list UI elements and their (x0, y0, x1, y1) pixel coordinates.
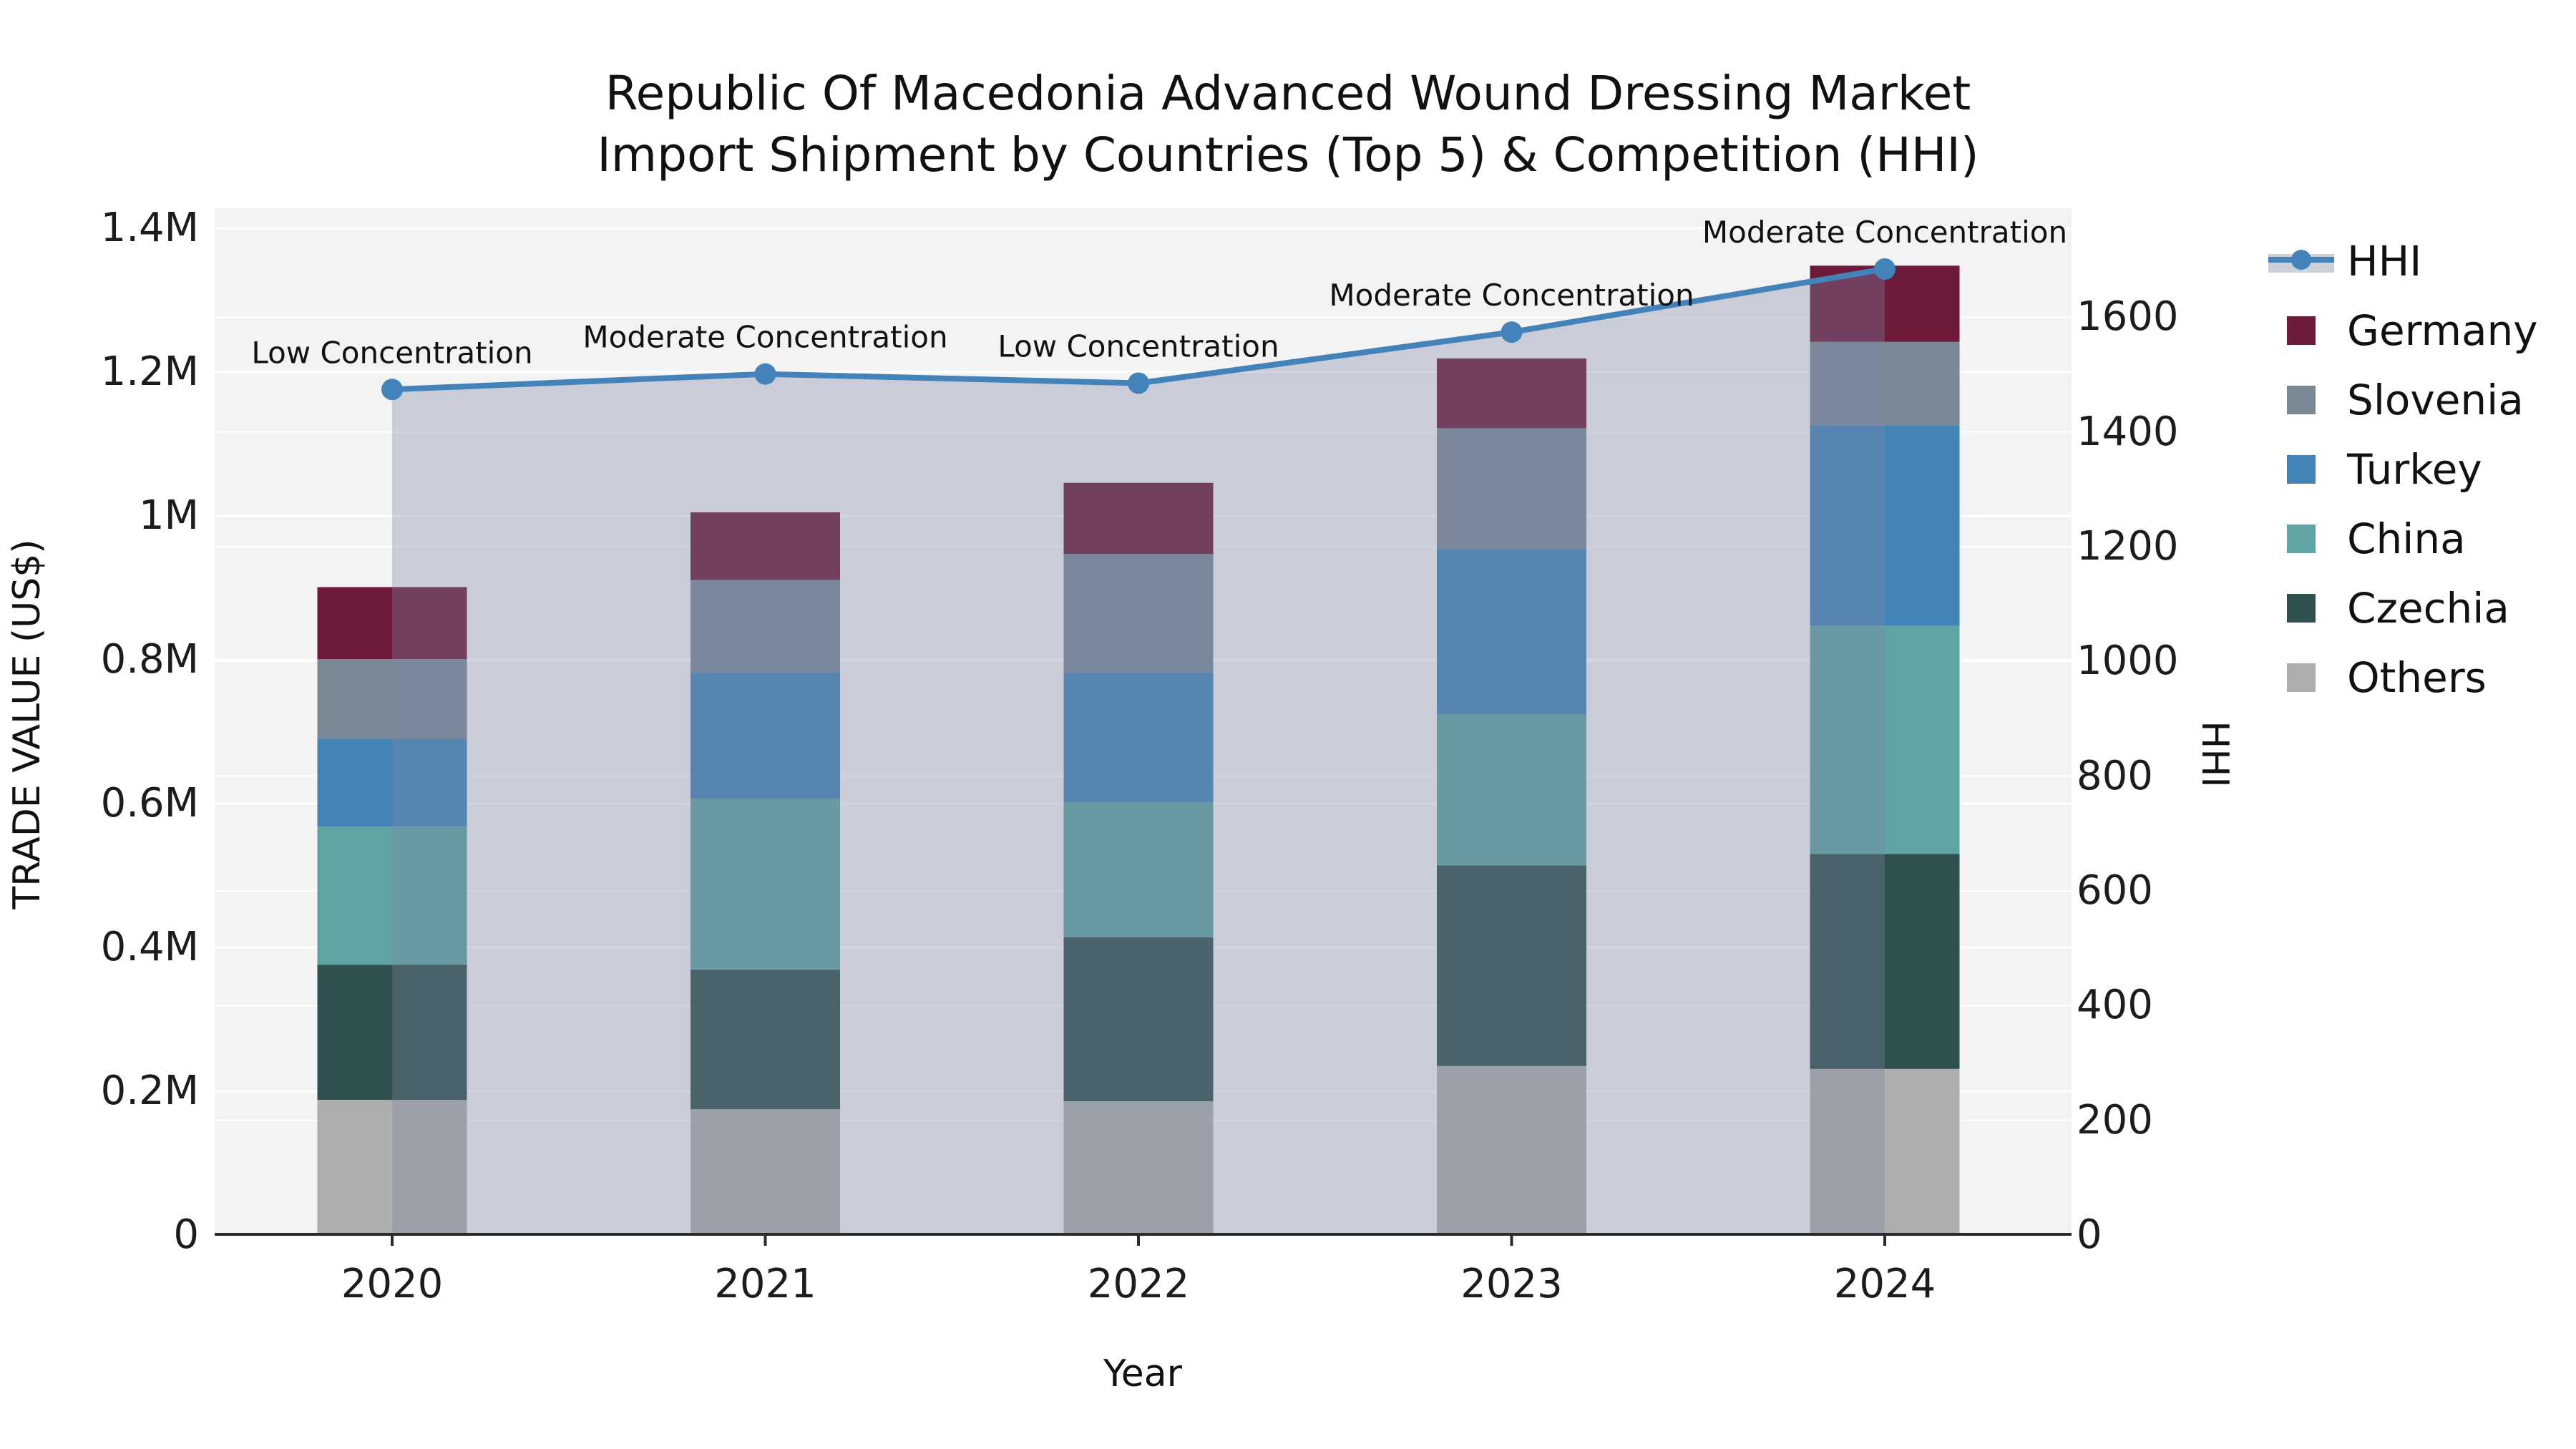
y-right-tick-600: 600 (2077, 867, 2153, 914)
y-left-tick-0: 0 (173, 1211, 199, 1258)
bar-segment-others-2024 (1810, 1068, 1960, 1235)
hhi-marker-legend-dot (2291, 250, 2311, 270)
x-axis-tick-2024 (1883, 1236, 1886, 1246)
legend-item-germany: Germany (2261, 308, 2576, 353)
bar-segment-czechia-2024 (1810, 854, 1960, 1069)
x-axis-tick-2022 (1137, 1236, 1140, 1246)
y-right-tick-1600: 1600 (2077, 293, 2179, 341)
chart-title-line2: Import Shipment by Countries (Top 5) & C… (597, 127, 1979, 182)
y-right-tick-200: 200 (2077, 1096, 2153, 1143)
y-axis-left-title: TRADE VALUE (US$) (6, 539, 49, 909)
annotation-2022: Low Concentration (997, 329, 1279, 364)
bar-segment-turkey-2023 (1437, 549, 1586, 715)
bar-segment-slovenia-2023 (1437, 428, 1586, 550)
annotation-2020: Low Concentration (251, 335, 532, 370)
y-right-tick-0: 0 (2077, 1211, 2102, 1258)
x-tick-2024: 2024 (1833, 1261, 1936, 1307)
legend-label-china: China (2347, 514, 2466, 563)
legend-swatch-others (2287, 663, 2316, 692)
bar-segment-others-2023 (1437, 1065, 1586, 1235)
bar-segment-slovenia-2022 (1063, 554, 1214, 673)
bar-segment-czechia-2023 (1437, 865, 1586, 1066)
chart-title: Republic Of Macedonia Advanced Wound Dre… (0, 63, 2576, 186)
hhi-marker-2021 (754, 363, 776, 385)
hhi-marker-2022 (1128, 372, 1149, 394)
legend-label-others: Others (2347, 653, 2487, 702)
x-axis-title: Year (1103, 1352, 1183, 1395)
bar-segment-others-2021 (691, 1109, 840, 1235)
y-right-tick-800: 800 (2077, 752, 2153, 799)
y-left-tick-1M: 1M (139, 492, 199, 539)
annotation-2024: Moderate Concentration (1702, 215, 2067, 250)
bar-segment-others-2022 (1063, 1101, 1214, 1235)
x-tick-2022: 2022 (1087, 1261, 1190, 1307)
x-axis-tick-2020 (391, 1236, 394, 1246)
y-right-tick-1400: 1400 (2077, 408, 2179, 455)
legend-swatch-germany (2287, 316, 2316, 345)
hhi-area-fill (392, 269, 1885, 1235)
x-tick-2021: 2021 (714, 1261, 816, 1307)
bar-segment-slovenia-2020 (317, 658, 467, 739)
legend-swatch-turkey (2287, 455, 2316, 484)
y-right-tick-1200: 1200 (2077, 522, 2179, 570)
bar-segment-china-2023 (1437, 714, 1586, 866)
y-left-tick-1.4M: 1.4M (100, 204, 199, 251)
legend-item-czechia: Czechia (2261, 585, 2576, 631)
legend-item-slovenia: Slovenia (2261, 377, 2576, 423)
x-tick-2020: 2020 (341, 1261, 444, 1307)
bar-segment-germany-2020 (317, 587, 467, 659)
chart-title-line1: Republic Of Macedonia Advanced Wound Dre… (605, 66, 1971, 121)
legend-label-slovenia: Slovenia (2347, 376, 2524, 424)
bar-segment-czechia-2022 (1063, 937, 1214, 1102)
y-right-tick-400: 400 (2077, 982, 2153, 1029)
bar-segment-germany-2023 (1437, 358, 1586, 429)
bar-segment-turkey-2020 (317, 738, 467, 827)
legend-label-hhi: HHI (2347, 237, 2422, 286)
x-axis-tick-2023 (1510, 1236, 1513, 1246)
plot-area: Low Concentration Moderate Concentration L… (215, 208, 2072, 1246)
bar-segment-slovenia-2024 (1810, 341, 1960, 426)
hhi-marker-2024 (1874, 258, 1896, 280)
bar-segment-germany-2021 (691, 512, 840, 580)
bar-segment-slovenia-2021 (691, 580, 840, 673)
legend-swatch-slovenia (2287, 386, 2316, 414)
y-right-tick-1000: 1000 (2077, 638, 2179, 685)
annotation-2023: Moderate Concentration (1329, 278, 1694, 313)
bar-segment-china-2022 (1063, 801, 1214, 937)
x-tick-2023: 2023 (1460, 1261, 1563, 1307)
legend-label-turkey: Turkey (2347, 445, 2482, 494)
bar-segment-china-2024 (1810, 625, 1960, 854)
bar-segment-germany-2022 (1063, 482, 1214, 555)
annotation-2021: Moderate Concentration (582, 320, 947, 355)
legend-label-germany: Germany (2347, 306, 2538, 355)
x-axis-line (215, 1233, 2072, 1236)
bar-segment-china-2021 (691, 798, 840, 970)
legend-label-czechia: Czechia (2347, 584, 2509, 633)
bar-segment-china-2020 (317, 826, 467, 965)
legend-swatch-czechia (2287, 594, 2316, 623)
y-left-tick-0.8M: 0.8M (100, 635, 199, 683)
y-left-tick-0.2M: 0.2M (100, 1067, 199, 1114)
legend-item-china: China (2261, 516, 2576, 562)
bar-segment-czechia-2020 (317, 965, 467, 1101)
bar-segment-others-2020 (317, 1100, 467, 1235)
legend-item-hhi: HHI (2261, 238, 2576, 284)
legend-item-others: Others (2261, 655, 2576, 701)
bar-segment-turkey-2024 (1810, 425, 1960, 626)
y-left-tick-1.2M: 1.2M (100, 348, 199, 395)
legend-item-turkey: Turkey (2261, 447, 2576, 492)
legend-swatch-china (2287, 525, 2316, 553)
bar-segment-turkey-2022 (1063, 673, 1214, 802)
hhi-marker-2020 (381, 379, 403, 401)
bar-segment-czechia-2021 (691, 970, 840, 1110)
hhi-marker-2023 (1501, 321, 1523, 343)
y-left-tick-0.6M: 0.6M (100, 779, 199, 826)
x-axis-tick-2021 (763, 1236, 767, 1246)
bar-segment-turkey-2021 (691, 673, 840, 799)
y-left-tick-0.4M: 0.4M (100, 923, 199, 970)
